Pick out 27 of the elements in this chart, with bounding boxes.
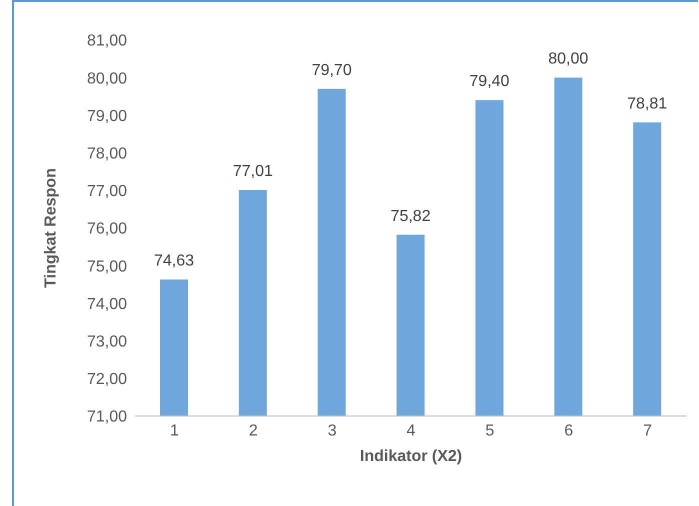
data-label: 79,70 (312, 62, 352, 79)
y-tick-label: 75,00 (86, 258, 128, 276)
data-label: 79,40 (469, 73, 510, 90)
data-label: 78,81 (627, 95, 668, 112)
data-label: 77,01 (232, 163, 273, 180)
y-tick-label: 79,00 (86, 108, 128, 125)
y-tick-label: 78,00 (86, 145, 128, 162)
y-axis-title: Tingkat Respon (42, 168, 60, 288)
x-tick-label: 1 (170, 422, 179, 440)
y-tick-label: 74,00 (86, 296, 128, 313)
x-tick-label: 5 (485, 422, 494, 440)
x-tick-label: 7 (643, 422, 652, 440)
data-label: 80,00 (548, 50, 588, 68)
y-tick-label: 73,00 (86, 333, 128, 350)
y-tick-label: 72,00 (86, 371, 128, 388)
x-tick-label: 2 (248, 422, 258, 440)
x-tick-label: 6 (564, 422, 574, 440)
x-tick-label: 4 (406, 422, 416, 440)
data-label: 75,82 (390, 208, 431, 225)
x-axis-title: Indikator (X2) (360, 448, 462, 465)
y-tick-label: 76,00 (86, 220, 128, 238)
data-label: 74,63 (154, 252, 194, 270)
y-tick-label: 80,00 (86, 70, 128, 88)
x-tick-label: 3 (328, 422, 337, 440)
y-tick-label: 71,00 (86, 408, 128, 426)
y-tick-label: 77,00 (86, 183, 128, 200)
y-tick-label: 81,00 (86, 32, 128, 50)
